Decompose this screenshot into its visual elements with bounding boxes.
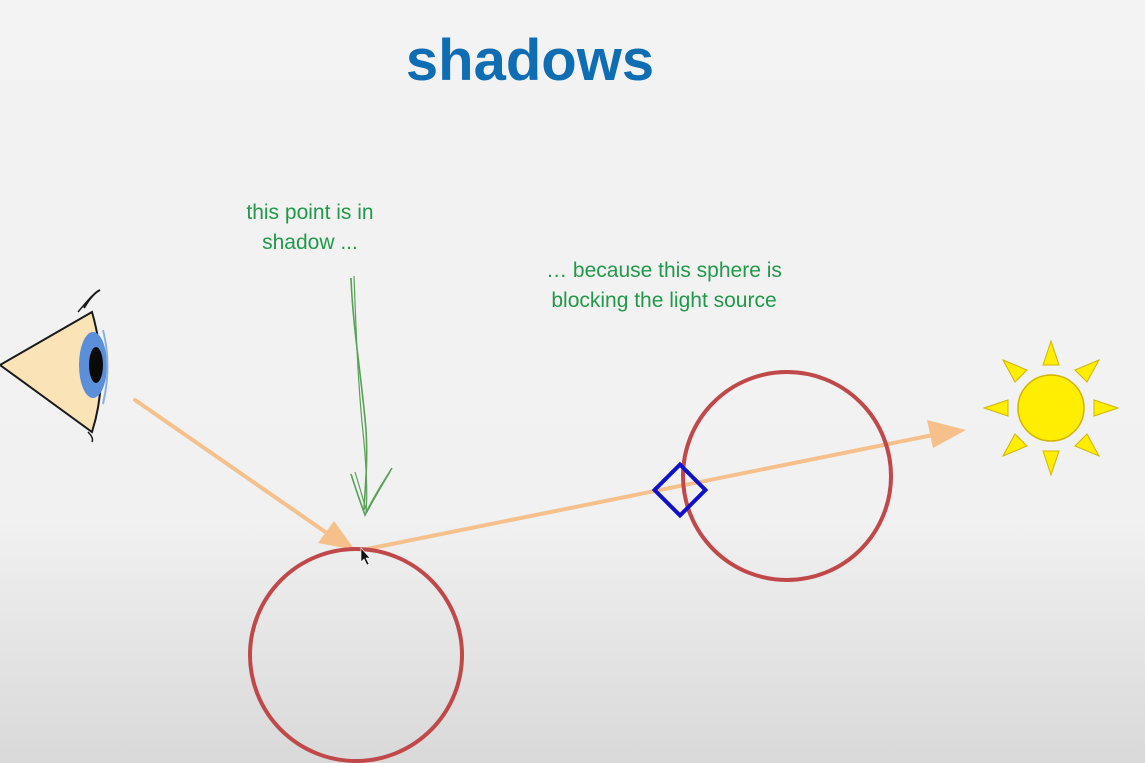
shadow-point-annotation-line-1: this point is in bbox=[246, 201, 374, 224]
intersection-marker bbox=[651, 461, 709, 519]
mouse-cursor-icon bbox=[360, 547, 371, 566]
shadow-ray-arrowhead bbox=[927, 420, 966, 448]
shadow-point-annotation-line-2: shadow ... bbox=[262, 231, 358, 254]
sun-icon bbox=[982, 339, 1120, 477]
shadow-ray bbox=[360, 420, 966, 552]
shadow-point-annotation: this point is in shadow ... bbox=[210, 198, 410, 258]
shadowed-sphere bbox=[248, 547, 464, 763]
blocking-sphere bbox=[681, 370, 893, 582]
hand-drawn-arrow bbox=[350, 275, 393, 518]
slide-title: shadows bbox=[405, 28, 655, 93]
primary-ray-arrowhead bbox=[318, 521, 355, 550]
primary-ray bbox=[133, 398, 355, 550]
eye-icon bbox=[0, 289, 109, 443]
blocking-sphere-annotation-line-1: … because this sphere is bbox=[546, 259, 782, 282]
blocking-sphere-annotation-line-2: blocking the light source bbox=[551, 289, 777, 312]
blocking-sphere-annotation: … because this sphere is blocking the li… bbox=[496, 256, 832, 316]
